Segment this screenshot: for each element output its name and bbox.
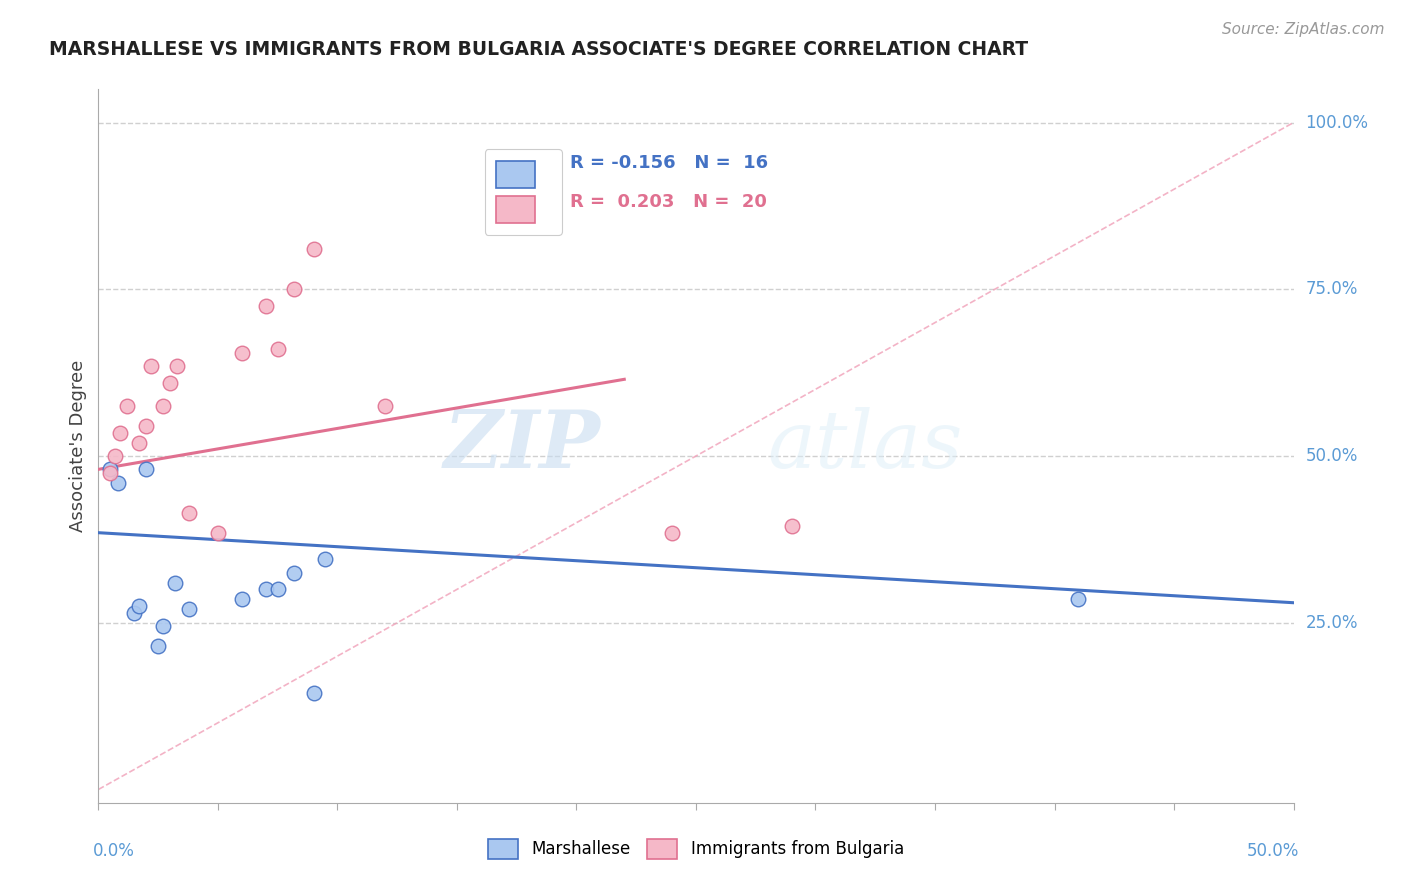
Point	[315, 552, 337, 566]
Point	[107, 475, 129, 490]
Point	[283, 566, 305, 580]
Text: ZIP: ZIP	[443, 408, 600, 484]
Point	[98, 466, 122, 480]
Point	[661, 525, 683, 540]
Text: 100.0%: 100.0%	[1305, 113, 1368, 131]
Point	[148, 639, 170, 653]
Text: Source: ZipAtlas.com: Source: ZipAtlas.com	[1222, 22, 1385, 37]
Point	[128, 599, 150, 613]
Text: 50.0%: 50.0%	[1247, 842, 1299, 860]
Point	[267, 343, 290, 357]
Point	[207, 525, 229, 540]
Y-axis label: Associate's Degree: Associate's Degree	[69, 359, 87, 533]
Point	[115, 399, 138, 413]
Point	[152, 619, 174, 633]
Point	[166, 359, 188, 373]
Point	[302, 242, 325, 256]
Text: 25.0%: 25.0%	[1305, 614, 1358, 632]
Point	[780, 519, 803, 533]
Point	[374, 399, 396, 413]
Point	[302, 686, 325, 700]
Point	[108, 425, 131, 440]
Point	[179, 602, 201, 616]
Point	[139, 359, 162, 373]
Text: 0.0%: 0.0%	[93, 842, 135, 860]
Point	[179, 506, 201, 520]
Point	[128, 435, 150, 450]
Point	[124, 606, 146, 620]
Point	[231, 592, 253, 607]
Text: R = -0.156   N =  16: R = -0.156 N = 16	[571, 153, 769, 171]
Point	[152, 399, 174, 413]
Point	[159, 376, 181, 390]
Point	[98, 462, 122, 476]
Point	[283, 282, 305, 296]
Point	[254, 582, 277, 597]
Point	[163, 575, 186, 590]
Text: atlas: atlas	[768, 408, 963, 484]
Text: 75.0%: 75.0%	[1305, 280, 1358, 298]
Point	[135, 419, 157, 434]
Point	[135, 462, 157, 476]
Point	[254, 299, 277, 313]
Legend: Marshallese, Immigrants from Bulgaria: Marshallese, Immigrants from Bulgaria	[481, 832, 911, 866]
Point	[104, 449, 127, 463]
Point	[267, 582, 290, 597]
Text: MARSHALLESE VS IMMIGRANTS FROM BULGARIA ASSOCIATE'S DEGREE CORRELATION CHART: MARSHALLESE VS IMMIGRANTS FROM BULGARIA …	[49, 40, 1028, 59]
Point	[1067, 592, 1090, 607]
Text: R =  0.203   N =  20: R = 0.203 N = 20	[571, 193, 768, 211]
Text: 50.0%: 50.0%	[1305, 447, 1358, 465]
Point	[231, 345, 253, 359]
